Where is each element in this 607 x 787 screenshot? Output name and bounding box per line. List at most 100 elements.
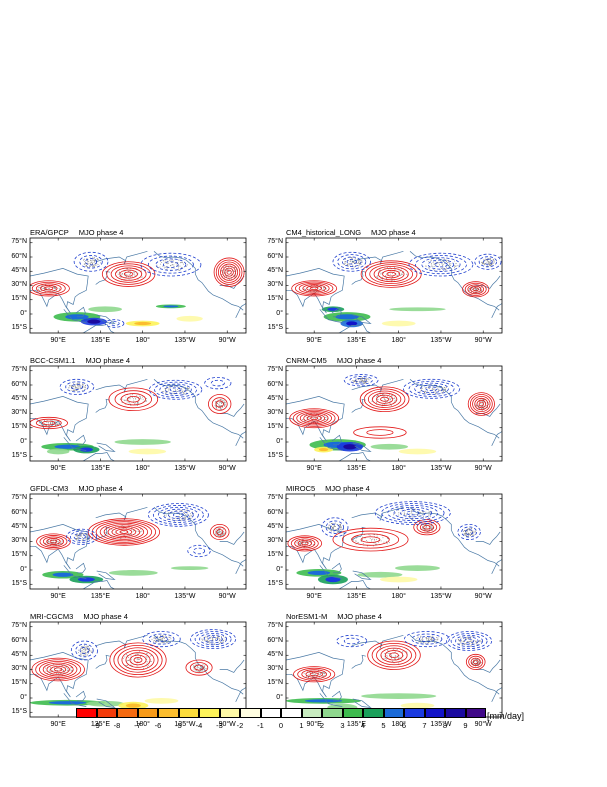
coastline [82,324,115,333]
positive-geopotential-contour [95,521,153,543]
precip-anomaly-core [48,701,87,705]
positive-geopotential-contour [359,386,410,413]
map-panel: GFDL-CM3 MJO phase 4 75°N 60°N 45°N 30°N 15°N 0… [11,484,247,606]
positive-geopotential-contour [310,286,319,291]
negative-geopotential-contour [104,319,125,328]
positive-geopotential-contour [303,413,326,423]
coastline [95,526,110,541]
negative-geopotential-contour [59,378,95,395]
latitude-tick-label: 30°N [267,665,283,672]
map-panel: ERA/GPCP MJO phase 4 75°N 60°N 45°N 30°N 15°N 0… [11,228,247,350]
positive-geopotential-contour [305,670,323,678]
precip-anomaly-core [125,703,141,708]
coastline [219,275,245,289]
longitude-tick-label: 90°W [218,337,236,344]
negative-geopotential-contour [455,634,484,648]
negative-geopotential-contour [343,374,379,387]
longitude-tick-label: 180° [135,721,150,728]
map-panel: BCC-CSM1.1 MJO phase 4 75°N 60°N 45°N 30°N 15°… [11,356,247,478]
longitude-tick-label: 135°W [174,593,196,600]
coastline [95,250,148,265]
positive-geopotential-contour [297,667,332,681]
positive-geopotential-contour [226,269,232,275]
negative-geopotential-contour [162,508,194,521]
longitude-tick-label: 90°W [474,593,492,600]
positive-geopotential-contour [373,266,409,283]
coastline [191,264,244,311]
latitude-tick-label: 15°N [11,679,27,687]
significance-stipple [122,650,152,670]
negative-geopotential-contour [393,506,432,520]
latitude-tick-label: 75°N [11,494,27,502]
coastline [351,634,404,649]
colorbar-tick-label: 3 [340,721,345,730]
negative-geopotential-contour [408,252,474,277]
coastline [153,379,192,393]
panel-model-name: GFDL-CM3 [30,484,69,493]
significance-stipple [415,635,439,644]
latitude-tick-label: 60°N [11,380,27,388]
positive-geopotential-contour [470,657,481,667]
colorbar-tick-label: 2 [319,721,325,730]
negative-geopotential-contour [85,258,98,266]
positive-geopotential-contour [42,662,74,677]
precip-anomaly-core [52,572,74,577]
significance-stipple [68,382,86,392]
longitude-tick-label: 135°W [174,721,196,728]
positive-geopotential-contour [213,257,245,287]
map-panel: CM4_historical_LONG MJO phase 4 75°N 60°N 45… [267,228,503,350]
coastline [351,506,404,521]
positive-geopotential-contour [369,264,414,284]
panel-model-name: NorESM1-M [286,612,328,621]
positive-geopotential-contour [296,411,333,426]
latitude-tick-label: 15°S [11,451,27,459]
latitude-tick-label: 15°S [11,323,27,331]
positive-geopotential-contour [35,418,62,428]
colorbar-swatch [342,708,363,718]
precip-anomaly-core [304,699,343,703]
coastline [219,659,245,673]
positive-geopotential-contour [306,415,322,422]
latitude-tick-label: 30°N [11,409,27,416]
coastline [491,431,502,446]
coastline [319,565,343,579]
coastline [447,392,500,439]
negative-geopotential-contour [140,252,202,277]
precip-anomaly-region [114,439,171,445]
coastline [95,270,110,285]
coastline [235,303,246,318]
coastline [63,693,87,707]
coastline [351,526,366,541]
positive-geopotential-contour [467,284,484,295]
longitude-tick-label: 135°W [430,593,452,600]
coastline [63,437,87,451]
longitude-tick-label: 135°E [90,465,110,472]
coastline [75,434,86,446]
coastline [75,562,86,574]
coastline [409,251,448,265]
positive-geopotential-contour [464,282,487,296]
map-plot [29,237,247,334]
coastline [219,403,245,417]
longitude-tick-label: 180° [135,465,150,472]
negative-geopotential-contour [321,517,349,538]
positive-geopotential-contour [310,416,319,421]
negative-geopotential-contour [406,510,420,516]
positive-geopotential-contour [360,260,422,288]
map-plot [285,621,503,718]
negative-geopotential-contour [343,637,360,645]
positive-geopotential-contour [42,420,56,426]
colorbar-swatch [445,708,466,718]
positive-geopotential-contour [222,265,236,279]
negative-geopotential-contour [337,254,367,270]
latitude-tick-label: 15°N [11,423,27,431]
positive-geopotential-contour [294,538,316,549]
positive-geopotential-contour [220,263,239,281]
colorbar-swatch [301,708,322,718]
positive-geopotential-contour [30,280,70,297]
colorbar-swatch [404,708,425,718]
positive-geopotential-contour [109,642,167,678]
coastline [331,434,342,446]
longitude-tick-label: 135°E [346,593,366,600]
precip-anomaly-region [144,698,179,704]
